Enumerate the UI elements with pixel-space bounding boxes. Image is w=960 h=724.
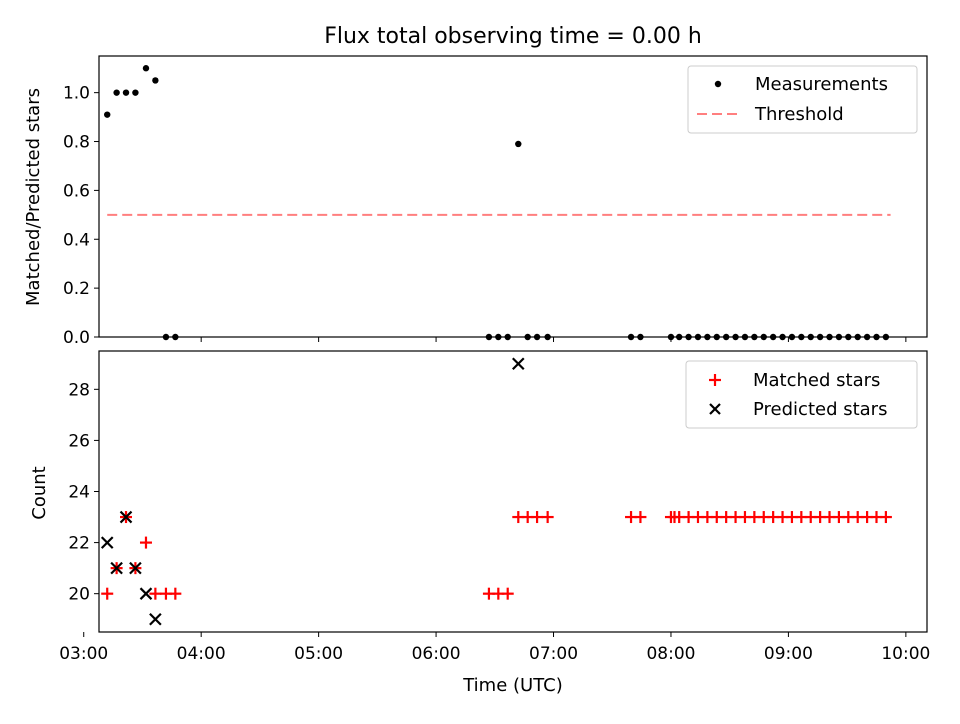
top-y-tick-label: 0.8 (63, 133, 90, 153)
x-tick-label: 06:00 (412, 644, 461, 664)
matched-star-marker (149, 587, 162, 600)
measurement-point (152, 77, 159, 84)
top-y-tick-label: 0.4 (63, 230, 90, 250)
matched-star-marker (541, 511, 554, 524)
bottom-y-tick-label: 22 (68, 534, 90, 554)
legend-threshold-label: Threshold (754, 104, 844, 125)
x-tick-label: 10:00 (881, 644, 930, 664)
top-y-tick-label: 0.2 (63, 279, 90, 299)
bottom-legend-box (685, 360, 918, 429)
predicted-star-marker (139, 587, 153, 600)
measurement-point (113, 89, 120, 96)
legend-measurement-marker (714, 80, 722, 88)
top-panel: 0.0 0.2 0.4 0.6 0.8 1.0 Matched/Predicted sta… (23, 55, 928, 348)
x-axis-label: Time (UTC) (462, 675, 563, 696)
top-axes-frame (98, 55, 928, 338)
predicted-star-marker (129, 561, 142, 575)
chart-title: Flux total observing time = 0.00 h (324, 24, 702, 49)
x-tick-label: 03:00 (59, 644, 108, 664)
bottom-y-axis-label: Count (29, 466, 50, 519)
matched-star-marker (101, 587, 114, 600)
bottom-y-tick-label: 20 (68, 585, 90, 605)
legend-measurements-label: Measurements (755, 74, 888, 95)
predicted-star-points (100, 357, 525, 626)
legend-predicted-marker (709, 403, 721, 415)
matched-star-marker (531, 511, 544, 524)
matched-star-marker (879, 511, 892, 524)
measurement-point (104, 111, 111, 118)
legend-predicted-label: Predicted stars (753, 399, 887, 420)
top-y-tick-label: 1.0 (63, 84, 90, 104)
top-y-ticks: 0.0 0.2 0.4 0.6 0.8 1.0 (63, 84, 99, 348)
x-tick-label: 08:00 (646, 644, 695, 664)
matched-star-marker (139, 536, 152, 549)
legend-matched-label: Matched stars (753, 370, 880, 391)
matched-star-marker (501, 587, 514, 600)
matched-star-marker (634, 511, 647, 524)
bottom-y-tick-label: 28 (68, 380, 90, 400)
measurement-point (132, 89, 139, 96)
predicted-star-marker (119, 510, 133, 524)
predicted-star-marker (110, 561, 123, 575)
x-tick-label: 07:00 (529, 644, 578, 664)
legend-matched-marker (709, 374, 721, 386)
predicted-star-marker (149, 612, 162, 626)
x-tick-label: 05:00 (294, 644, 343, 664)
bottom-y-ticks: 20 22 24 26 28 (68, 380, 99, 605)
top-y-tick-label: 0.6 (63, 181, 90, 201)
matched-star-marker (169, 587, 182, 600)
measurement-point (142, 65, 150, 72)
x-tick-label: 09:00 (764, 644, 813, 664)
bottom-y-tick-label: 26 (68, 431, 90, 451)
bottom-panel: 20 22 24 26 28 03:00 04:00 05:00 06:00 07:00 08:0… (29, 350, 930, 696)
top-legend-box (687, 65, 918, 134)
top-legend: Measurements Threshold (687, 65, 918, 134)
bottom-legend: Matched stars Predicted stars (685, 360, 918, 429)
matched-star-points (101, 511, 892, 600)
x-tick-label: 04:00 (177, 644, 226, 664)
predicted-star-marker (100, 536, 114, 549)
measurement-point (515, 140, 522, 148)
predicted-star-marker (512, 357, 525, 371)
top-y-tick-label: 0.0 (63, 328, 90, 348)
bottom-axes-frame (98, 350, 928, 633)
bottom-x-ticks: 03:00 04:00 05:00 06:00 07:00 08:00 09:00 10:00 (59, 632, 930, 664)
measurement-point (122, 89, 130, 96)
bottom-y-tick-label: 24 (68, 483, 90, 503)
top-y-axis-label: Matched/Predicted stars (23, 88, 44, 306)
